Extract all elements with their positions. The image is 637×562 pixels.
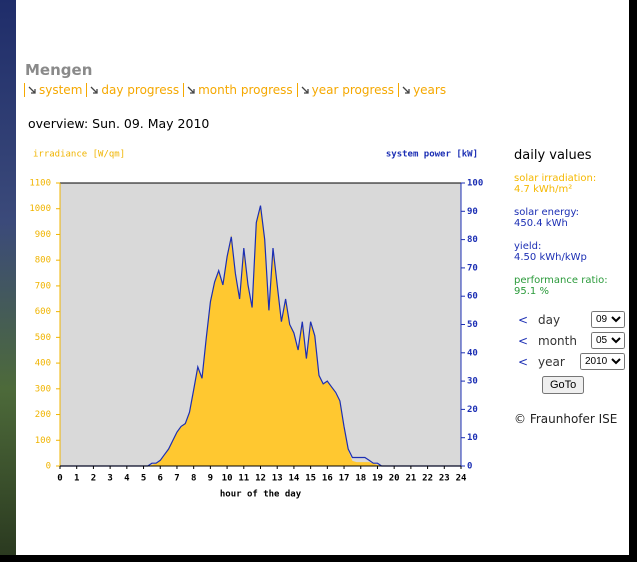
y-tick-label: 700 (35, 281, 51, 291)
x-tick-label: 13 (272, 474, 283, 484)
x-tick-label: 14 (288, 474, 299, 484)
x-tick-label: 24 (456, 474, 467, 484)
page: Mengen systemday progressmonth progressy… (0, 0, 637, 562)
x-tick-label: 7 (174, 474, 179, 484)
y2-tick-label: 30 (467, 377, 478, 387)
control-label: month (532, 334, 591, 348)
x-tick-label: 15 (305, 474, 316, 484)
y-tick-label: 500 (35, 333, 51, 343)
x-tick-label: 10 (222, 474, 233, 484)
prev-link[interactable]: < (514, 355, 532, 369)
item-value: 4.7 kWh/m² (514, 184, 629, 195)
copyright: © Fraunhofer ISE (514, 412, 629, 426)
item-value: 4.50 kWh/kWp (514, 252, 629, 263)
window-edge (629, 0, 637, 562)
y2-tick-label: 90 (467, 207, 478, 217)
y-tick-label: 800 (35, 256, 51, 266)
x-tick-label: 11 (238, 474, 249, 484)
control-select[interactable]: 09 (591, 311, 625, 328)
y2-tick-label: 50 (467, 320, 478, 330)
x-tick-label: 18 (355, 474, 366, 484)
y2-tick-label: 80 (467, 235, 478, 245)
x-tick-label: 3 (107, 474, 112, 484)
daily-panel: daily values solar irradiation:4.7 kWh/m… (514, 148, 629, 426)
y2-tick-label: 10 (467, 433, 478, 443)
chart: irradiance [W/qm] system power [kW] hour o… (0, 0, 500, 520)
item-label: solar irradiation: (514, 173, 629, 184)
x-tick-label: 2 (91, 474, 96, 484)
y2-axis-title: system power [kW] (386, 150, 478, 160)
panel-item: yield:4.50 kWh/kWp (514, 241, 629, 263)
x-tick-label: 16 (322, 474, 333, 484)
x-tick-label: 9 (208, 474, 213, 484)
panel-items: solar irradiation:4.7 kWh/m² solar energy… (514, 173, 629, 297)
prev-link[interactable]: < (514, 334, 532, 348)
control-select[interactable]: 2010 (580, 353, 625, 370)
goto-button[interactable]: GoTo (542, 376, 584, 394)
x-axis-title: hour of the day (220, 490, 302, 500)
item-label: solar energy: (514, 207, 629, 218)
control-label: year (532, 355, 580, 369)
panel-item: solar irradiation:4.7 kWh/m² (514, 173, 629, 195)
y-tick-label: 1000 (29, 204, 51, 214)
control-select[interactable]: 05 (591, 332, 625, 349)
x-tick-label: 17 (339, 474, 350, 484)
panel-item: solar energy:450.4 kWh (514, 207, 629, 229)
y2-tick-label: 0 (467, 462, 472, 472)
y-tick-label: 200 (35, 410, 51, 420)
prev-link[interactable]: < (514, 313, 532, 327)
x-tick-label: 19 (372, 474, 383, 484)
x-tick-label: 8 (191, 474, 196, 484)
x-tick-label: 21 (405, 474, 416, 484)
x-tick-label: 23 (439, 474, 450, 484)
x-tick-label: 22 (422, 474, 433, 484)
item-label: performance ratio: (514, 275, 629, 286)
x-tick-label: 0 (57, 474, 62, 484)
control-label: day (532, 313, 591, 327)
item-value: 95.1 % (514, 286, 629, 297)
panel-item: performance ratio:95.1 % (514, 275, 629, 297)
y-tick-label: 300 (35, 384, 51, 394)
y-tick-label: 600 (35, 307, 51, 317)
x-tick-label: 20 (389, 474, 400, 484)
item-value: 450.4 kWh (514, 218, 629, 229)
y-tick-label: 900 (35, 230, 51, 240)
item-label: yield: (514, 241, 629, 252)
x-tick-label: 12 (255, 474, 266, 484)
y2-tick-label: 60 (467, 292, 478, 302)
y-tick-label: 0 (46, 462, 51, 472)
y2-tick-label: 20 (467, 405, 478, 415)
y-tick-label: 100 (35, 436, 51, 446)
y2-tick-label: 40 (467, 348, 478, 358)
x-tick-label: 6 (158, 474, 163, 484)
panel-title: daily values (514, 148, 629, 163)
window-edge (0, 555, 637, 562)
x-tick-label: 1 (74, 474, 79, 484)
y-axis-title: irradiance [W/qm] (33, 150, 125, 160)
y-tick-label: 1100 (29, 179, 51, 189)
x-tick-label: 4 (124, 474, 130, 484)
y2-tick-label: 100 (467, 179, 483, 189)
y-tick-label: 400 (35, 359, 51, 369)
x-tick-label: 5 (141, 474, 146, 484)
y2-tick-label: 70 (467, 263, 478, 273)
